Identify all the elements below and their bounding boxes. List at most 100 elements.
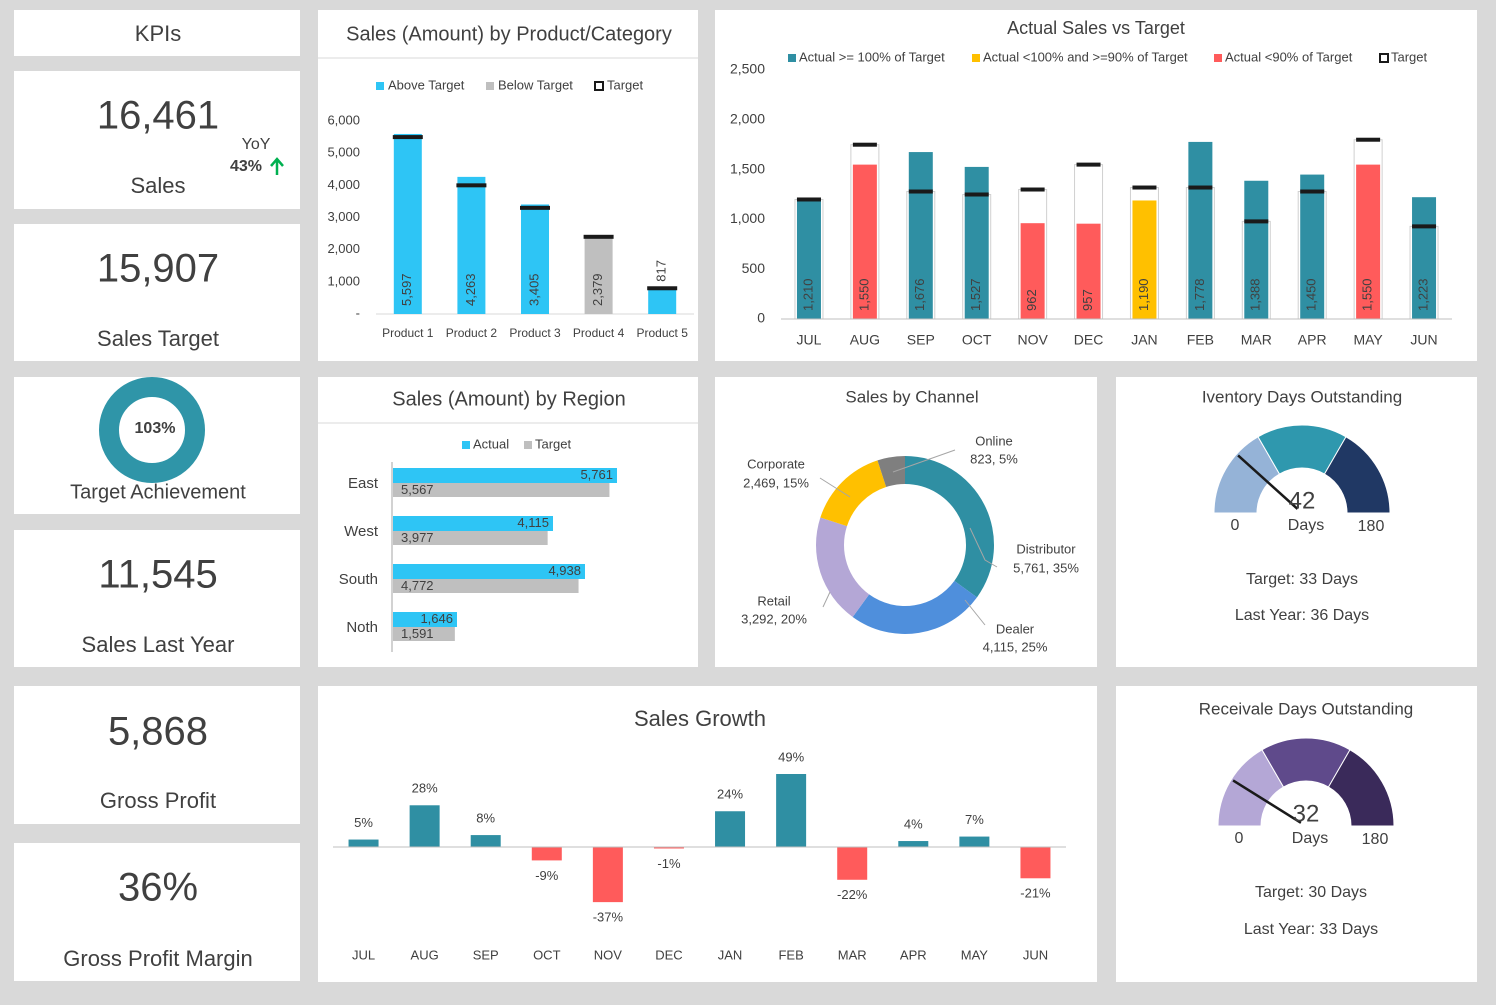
x-tick-label: JUL <box>352 947 375 962</box>
leader-line <box>819 477 851 498</box>
legend-swatch <box>1214 54 1222 62</box>
bar <box>393 483 610 497</box>
y-tick-label: 1,500 <box>730 160 765 176</box>
value-label: 1,388 <box>1248 278 1263 311</box>
bar <box>1244 180 1269 319</box>
x-tick-label: MAR <box>838 947 867 962</box>
chart-title: Actual Sales vs Target <box>1007 18 1185 38</box>
value-label: 3,977 <box>401 530 434 545</box>
bar <box>409 805 440 847</box>
gauge-note: Target: 33 Days <box>1246 571 1358 588</box>
chart-title: Sales by Channel <box>845 387 978 406</box>
gauge-value: 32 <box>1293 800 1320 827</box>
x-tick-label: APR <box>1298 332 1327 348</box>
value-label: 4,263 <box>463 273 478 306</box>
slice-label: Corporate <box>747 456 805 471</box>
gauge-title: Receivale Days Outstanding <box>1199 699 1414 718</box>
y-tick-label: South <box>339 571 378 588</box>
gauge-min: 0 <box>1231 517 1240 534</box>
bar <box>393 612 457 627</box>
y-tick-label: 6,000 <box>327 112 360 127</box>
bar <box>796 198 821 319</box>
gauge-max: 180 <box>1358 518 1385 535</box>
value-label: 1,190 <box>1136 278 1151 311</box>
value-label: 1,450 <box>1304 278 1319 311</box>
x-tick-label: Product 1 <box>382 326 434 340</box>
bar <box>1412 197 1437 319</box>
gauge-unit: Days <box>1288 517 1324 534</box>
panel <box>14 686 300 824</box>
legend-label: Target <box>1391 49 1428 64</box>
slice-value: 5,761, 35% <box>1013 560 1079 575</box>
value-label: 1,223 <box>1415 278 1430 311</box>
value-label: 49% <box>778 749 804 764</box>
target-marker <box>647 286 678 291</box>
gauge-value: 42 <box>1289 487 1316 514</box>
donut-slice <box>905 456 995 598</box>
x-tick-label: NOV <box>594 947 623 962</box>
target-marker <box>1076 162 1101 167</box>
gauge-note: Last Year: 33 Days <box>1244 921 1378 938</box>
value-label: 7% <box>965 812 984 827</box>
bar <box>1020 223 1045 319</box>
value-label: 24% <box>717 787 743 802</box>
donut-slice <box>877 456 905 487</box>
chart-title: Sales Growth <box>634 706 766 731</box>
legend-label: Below Target <box>498 77 573 92</box>
value-label: 1,550 <box>1360 278 1375 311</box>
x-tick-label: OCT <box>533 947 561 962</box>
value-label: 1,591 <box>401 626 434 641</box>
kpi-value: 16,461 <box>97 94 219 138</box>
y-tick-label: East <box>348 475 379 492</box>
bar <box>908 152 933 319</box>
legend-label: Target <box>535 436 572 451</box>
achievement-ring <box>99 377 205 483</box>
gauge-band <box>1327 749 1395 827</box>
legend-swatch <box>376 82 384 90</box>
x-tick-label: JUN <box>1410 332 1437 348</box>
value-label: 2,379 <box>590 273 605 306</box>
target-marker <box>1188 185 1213 190</box>
donut-slice <box>820 460 887 527</box>
slice-value: 3,292, 20% <box>741 611 807 626</box>
value-label: 957 <box>1080 289 1095 311</box>
x-tick-label: Product 4 <box>573 326 625 340</box>
y-tick-label: 2,000 <box>327 241 360 256</box>
value-label: 962 <box>1024 289 1039 311</box>
target-marker <box>964 192 989 197</box>
value-label: 1,527 <box>968 278 983 311</box>
x-tick-label: Product 5 <box>637 326 689 340</box>
panel <box>14 10 300 56</box>
x-tick-label: JAN <box>1131 332 1157 348</box>
bar <box>521 204 549 314</box>
kpi-value: 11,545 <box>98 553 217 597</box>
bar <box>653 847 684 849</box>
bar <box>648 287 677 314</box>
x-tick-label: MAY <box>1353 332 1383 348</box>
legend-swatch <box>788 54 796 62</box>
bar <box>393 133 422 314</box>
value-label: 8% <box>476 811 495 826</box>
x-tick-label: AUG <box>411 947 439 962</box>
bar <box>852 164 877 319</box>
kpi-label: Gross Profit <box>100 788 216 813</box>
x-tick-label: NOV <box>1017 332 1048 348</box>
value-label: -22% <box>837 887 868 902</box>
slice-value: 4,115, 25% <box>983 639 1048 654</box>
kpi-label: Sales Target <box>97 326 219 351</box>
chart-title: Sales (Amount) by Region <box>392 388 625 410</box>
y-tick-label: West <box>344 523 379 540</box>
legend-label: Actual >= 100% of Target <box>799 49 945 64</box>
legend-label: Actual <box>473 436 509 451</box>
x-tick-label: SEP <box>907 332 935 348</box>
x-tick-label: JAN <box>718 947 743 962</box>
target-marker <box>852 142 877 147</box>
value-label: 3,405 <box>526 273 541 306</box>
value-label: 5% <box>354 815 373 830</box>
target-marker <box>456 183 487 188</box>
target-marker <box>583 234 614 239</box>
ring-label: Target Achievement <box>70 481 246 503</box>
bar <box>1020 847 1051 879</box>
legend-label: Actual <100% and >=90% of Target <box>983 49 1188 64</box>
